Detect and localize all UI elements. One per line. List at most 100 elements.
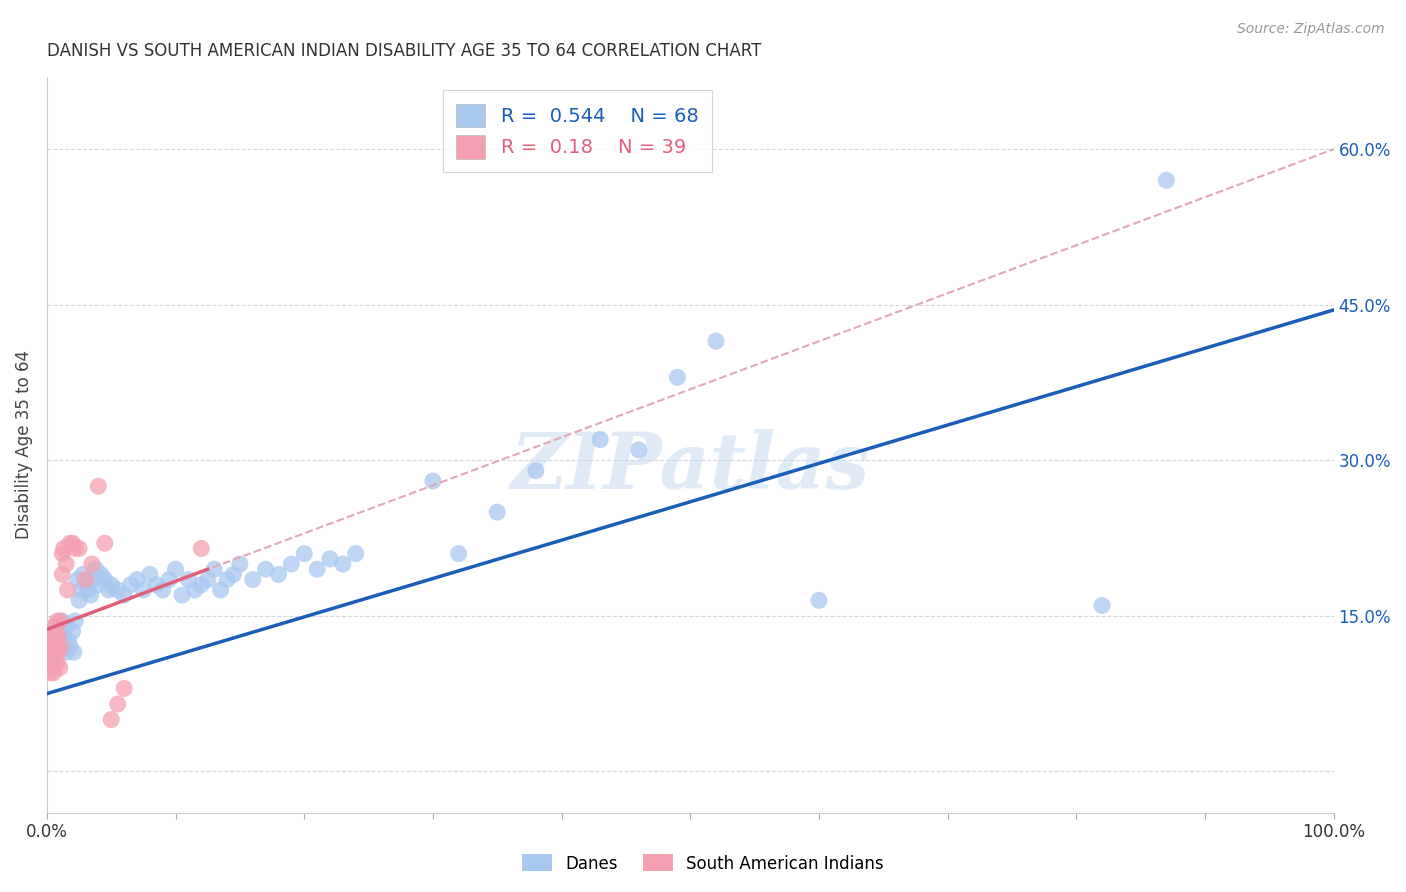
Point (39, 661, 62, 675)
Point (51, 614, 73, 628)
Point (589, 433, 612, 447)
Point (524, 464, 547, 478)
Point (58, 634, 80, 648)
Point (344, 547, 367, 561)
Point (48, 634, 70, 648)
Point (132, 582, 155, 597)
Point (100, 578, 122, 592)
Point (97, 582, 120, 597)
Point (82, 573, 104, 587)
Point (48, 645, 70, 659)
Point (41, 640, 63, 654)
Point (704, 334, 727, 348)
Point (70, 582, 93, 597)
Point (177, 573, 200, 587)
Point (59, 640, 82, 654)
Point (267, 567, 290, 582)
Point (46, 656, 69, 670)
Point (42, 665, 65, 680)
Point (39, 645, 62, 659)
Point (49, 640, 72, 654)
Point (202, 562, 225, 576)
Y-axis label: Disability Age 35 to 64: Disability Age 35 to 64 (15, 351, 32, 540)
Point (84, 562, 107, 576)
Point (307, 562, 329, 576)
Point (63, 614, 86, 628)
Point (215, 573, 238, 587)
Point (49, 614, 72, 628)
Point (145, 578, 167, 592)
Point (63, 645, 86, 659)
Point (112, 588, 135, 602)
Point (170, 588, 193, 602)
Point (41, 630, 63, 644)
Point (52, 630, 75, 644)
Point (45, 645, 67, 659)
Point (100, 713, 122, 727)
Point (80, 557, 103, 571)
Point (51, 547, 73, 561)
Point (66, 573, 89, 587)
Point (107, 697, 129, 711)
Point (184, 582, 207, 597)
Point (75, 573, 97, 587)
Point (486, 505, 509, 519)
Point (90, 567, 112, 582)
Point (165, 562, 187, 576)
Point (87, 479, 110, 493)
Point (292, 547, 315, 561)
Point (1091, 599, 1114, 613)
Point (75, 578, 97, 592)
Point (422, 474, 444, 488)
Point (44, 619, 66, 633)
Point (67, 593, 90, 607)
Point (94, 573, 117, 587)
Point (190, 541, 212, 556)
Point (157, 573, 180, 587)
Point (120, 578, 142, 592)
Point (112, 681, 135, 696)
Point (45, 619, 67, 633)
Point (447, 547, 470, 561)
Point (1156, 173, 1178, 187)
Point (63, 541, 86, 556)
Point (197, 573, 219, 587)
Point (139, 567, 162, 582)
Point (107, 582, 129, 597)
Point (56, 619, 79, 633)
Point (62, 624, 84, 639)
Legend: R =  0.544    N = 68, R =  0.18    N = 39: R = 0.544 N = 68, R = 0.18 N = 39 (443, 90, 713, 172)
Point (38, 665, 60, 680)
Point (222, 567, 245, 582)
Point (67, 541, 90, 556)
Point (190, 578, 212, 592)
Point (42, 630, 65, 644)
Point (59, 536, 82, 550)
Point (807, 593, 830, 607)
Point (56, 582, 79, 597)
Point (39, 634, 62, 648)
Point (72, 567, 94, 582)
Point (319, 551, 342, 566)
Point (209, 582, 232, 597)
Point (41, 656, 63, 670)
Point (254, 562, 277, 576)
Point (229, 557, 252, 571)
Point (49, 624, 72, 639)
Point (48, 630, 70, 644)
Point (125, 573, 148, 587)
Point (49, 661, 72, 675)
Text: Source: ZipAtlas.com: Source: ZipAtlas.com (1237, 22, 1385, 37)
Text: DANISH VS SOUTH AMERICAN INDIAN DISABILITY AGE 35 TO 64 CORRELATION CHART: DANISH VS SOUTH AMERICAN INDIAN DISABILI… (46, 42, 761, 60)
Point (55, 557, 77, 571)
Point (242, 573, 264, 587)
Point (44, 661, 66, 675)
Text: ZIPatlas: ZIPatlas (510, 428, 870, 505)
Point (77, 582, 100, 597)
Point (87, 578, 110, 592)
Point (45, 630, 67, 644)
Point (666, 370, 689, 384)
Point (55, 645, 77, 659)
Point (152, 582, 174, 597)
Point (46, 614, 69, 628)
